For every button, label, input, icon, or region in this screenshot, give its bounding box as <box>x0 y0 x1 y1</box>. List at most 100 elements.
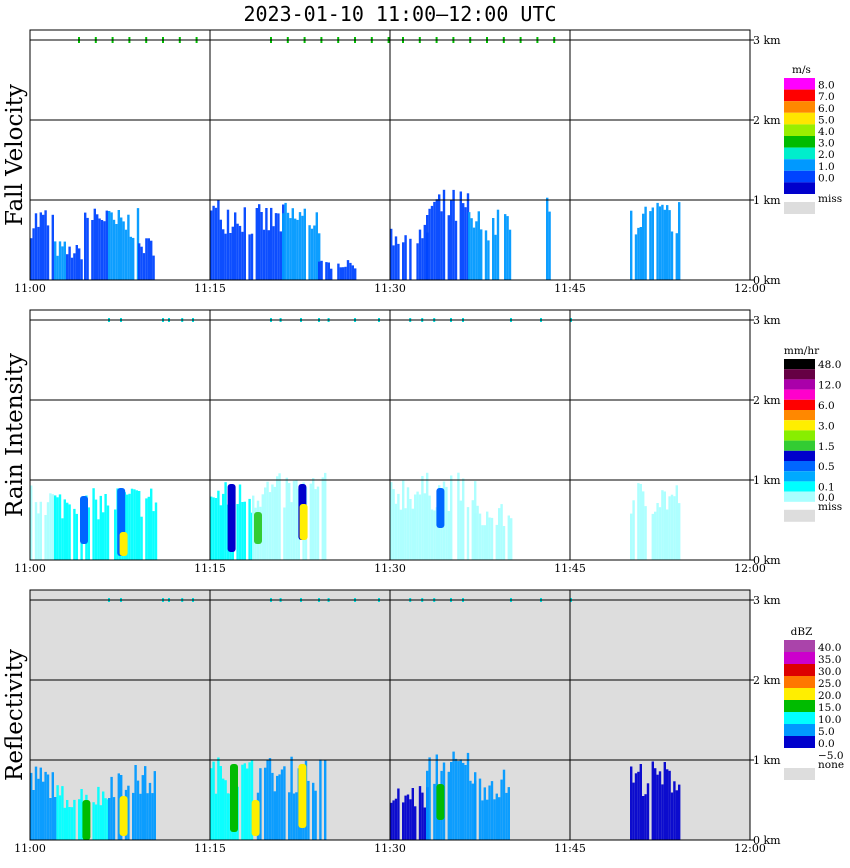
x-tick-label: 11:00 <box>14 842 46 855</box>
echo-column <box>46 502 50 560</box>
colorbar-bin <box>784 736 815 748</box>
echo-region <box>30 210 54 280</box>
echo-column <box>37 513 40 560</box>
echo-column <box>140 246 143 280</box>
echo-column <box>670 231 674 280</box>
colorbar-bin <box>784 78 815 90</box>
y-tick-label: 0 km <box>753 554 781 567</box>
echo-column <box>397 243 400 280</box>
echo-column <box>402 802 405 840</box>
echo-column <box>295 792 298 840</box>
echo-column <box>94 804 98 840</box>
echo-column <box>292 480 296 560</box>
echo-column <box>222 493 225 560</box>
echo-column <box>678 784 681 840</box>
echo-column <box>284 202 287 280</box>
echo-column <box>459 191 462 280</box>
echo-column <box>678 202 681 280</box>
echo-column <box>318 233 321 280</box>
echo-column <box>421 476 424 560</box>
echo-region <box>282 202 321 280</box>
colorbar-missing-swatch <box>784 202 815 214</box>
echo-column <box>327 262 330 280</box>
colorbar-missing-label: none <box>818 759 844 771</box>
echo-column <box>278 473 281 560</box>
echo-column <box>80 789 83 840</box>
echo-column <box>315 212 318 280</box>
echo-column <box>153 771 156 840</box>
echo-column <box>464 765 467 840</box>
echo-column <box>637 227 640 280</box>
echo-column <box>222 778 225 840</box>
echo-column <box>409 799 412 840</box>
echo-column <box>397 493 400 560</box>
colorbar: m/s 8.07.06.05.04.03.02.01.00.0 miss <box>784 64 842 214</box>
y-tick-label: 2 km <box>753 394 781 407</box>
echo-column <box>34 502 38 560</box>
echo-column <box>450 200 453 280</box>
echo-column <box>472 227 476 280</box>
echo-column <box>37 778 40 840</box>
echo-column <box>668 770 671 840</box>
echo-column <box>130 488 134 560</box>
echo-column <box>416 243 419 280</box>
echo-column <box>495 793 498 840</box>
echo-column <box>457 761 460 840</box>
colorbar-bin <box>784 147 815 160</box>
plot-frame <box>29 589 751 841</box>
colorbar-label: 0.0 <box>818 738 835 750</box>
echo-column <box>266 481 269 560</box>
colorbar-bin <box>784 159 815 171</box>
echo-column <box>214 207 218 280</box>
echo-column <box>651 207 654 280</box>
echo-column <box>280 769 284 840</box>
echo-column <box>140 516 143 560</box>
echo-column <box>271 772 274 840</box>
echo-column <box>661 490 664 560</box>
echo-column <box>32 228 35 280</box>
echo-column <box>49 493 52 560</box>
echo-column <box>262 229 266 280</box>
echo-column <box>150 488 153 560</box>
echo-region <box>546 197 551 280</box>
echo-column <box>274 213 278 280</box>
echo-column <box>276 775 279 840</box>
y-axis-label: Rain Intensity <box>2 353 28 517</box>
echo-column <box>666 205 669 280</box>
echo-column <box>654 511 657 560</box>
colorbar-bin <box>784 101 815 113</box>
echo-column <box>404 795 407 840</box>
echo-region <box>474 504 513 560</box>
echo-column <box>404 508 407 560</box>
echo-region <box>66 245 83 280</box>
echo-column <box>103 221 106 280</box>
echo-column <box>54 797 57 840</box>
echo-column <box>264 767 267 840</box>
echo-column <box>339 267 342 280</box>
echo-column <box>147 238 150 280</box>
echo-column <box>637 771 640 840</box>
x-tick-label: 11:30 <box>374 282 406 295</box>
colorbar-bin <box>784 136 815 148</box>
echo-column <box>402 480 405 560</box>
echo-column <box>450 762 453 840</box>
x-tick-label: 12:00 <box>734 282 766 295</box>
echo-column <box>447 511 450 560</box>
echo-column <box>136 780 140 840</box>
echo-column <box>70 257 74 280</box>
echo-column <box>639 484 642 560</box>
echo-column <box>454 758 458 840</box>
echo-column <box>250 233 254 280</box>
echo-column <box>642 213 645 280</box>
echo-column <box>675 485 678 560</box>
echo-column <box>44 771 47 840</box>
echo-column <box>295 479 298 560</box>
echo-column <box>346 260 350 280</box>
colorbar-missing-swatch <box>784 509 815 522</box>
echo-column <box>632 782 635 840</box>
echo-column <box>248 762 251 840</box>
echo-column <box>445 486 448 560</box>
echo-column <box>266 760 269 840</box>
echo-column <box>279 231 282 280</box>
echo-column <box>644 794 647 840</box>
